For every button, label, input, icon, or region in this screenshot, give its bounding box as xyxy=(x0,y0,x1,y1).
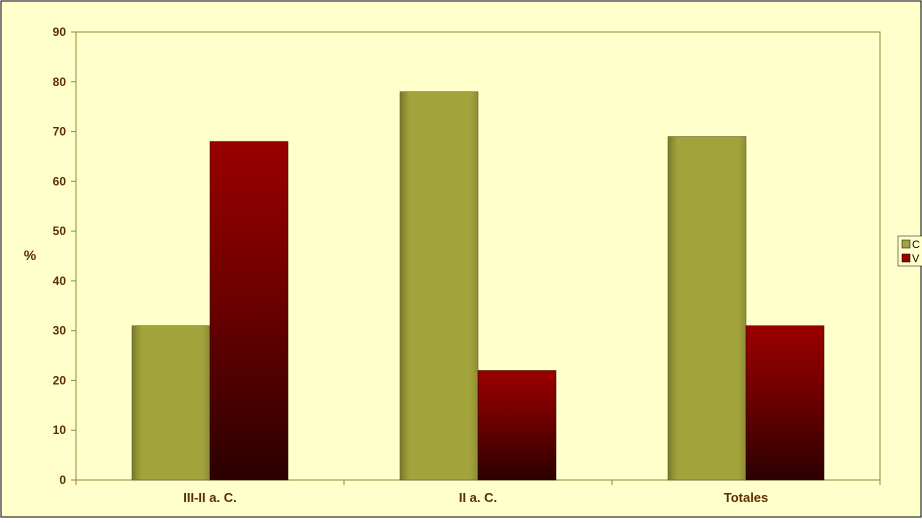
y-tick-label: 10 xyxy=(53,423,67,437)
y-tick-label: 30 xyxy=(53,324,67,338)
y-tick-label: 50 xyxy=(53,224,67,238)
legend-label-C: C xyxy=(912,239,920,251)
bar-V-2 xyxy=(745,325,825,481)
y-tick-label: 60 xyxy=(53,174,67,188)
y-tick-label: 40 xyxy=(53,274,67,288)
y-tick-label: 90 xyxy=(53,25,67,39)
bar-C-2 xyxy=(667,136,747,481)
x-tick-label: III-II a. C. xyxy=(183,490,236,505)
legend: CV xyxy=(897,235,922,267)
bar-C-1 xyxy=(399,91,479,481)
y-tick-label: 20 xyxy=(53,373,67,387)
bar-C-0 xyxy=(131,325,211,481)
x-tick-label: II a. C. xyxy=(459,490,497,505)
bar-V-0 xyxy=(209,141,289,481)
plot-area-border xyxy=(76,31,881,480)
legend-swatch-V xyxy=(901,253,911,263)
bar-V-1 xyxy=(477,370,557,481)
plot-area: 0 10 20 30 40 50 60 70 80 90 III-II a. C. II a. C. T… xyxy=(53,25,881,505)
y-tick-label: 0 xyxy=(59,473,66,487)
y-tick-label: 80 xyxy=(53,75,67,89)
y-axis-label: % xyxy=(24,247,37,263)
legend-label-V: V xyxy=(912,253,920,265)
y-tick-label: 70 xyxy=(53,125,67,139)
x-tick-label: Totales xyxy=(724,490,769,505)
legend-swatch-C xyxy=(901,239,911,249)
